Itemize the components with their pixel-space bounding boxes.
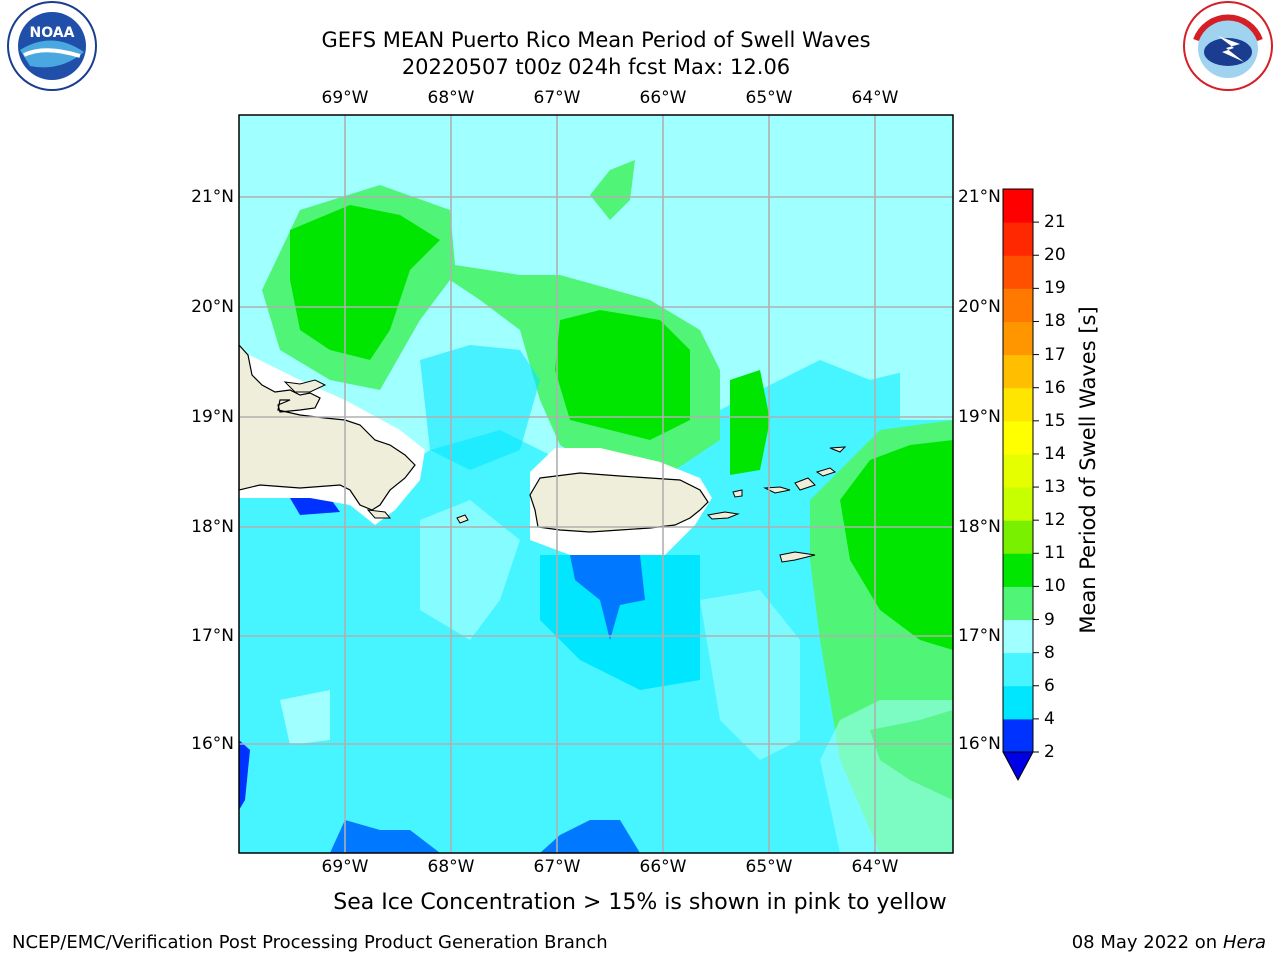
lat-tick-left: 16°N <box>191 734 234 754</box>
lon-tick-bottom: 69°W <box>321 857 369 877</box>
colorbar-segment <box>1003 586 1033 621</box>
lon-tick-top: 68°W <box>427 88 475 108</box>
sea-ice-note: Sea Ice Concentration > 15% is shown in … <box>333 890 947 915</box>
map-frame <box>238 114 954 854</box>
colorbar-tick-label: 11 <box>1044 543 1066 564</box>
colorbar-segment <box>1003 685 1033 720</box>
colorbar-tick-label: 12 <box>1044 510 1066 531</box>
colorbar-segment <box>1003 420 1033 455</box>
colorbar-tick-label: 4 <box>1044 708 1055 729</box>
colorbar-segment <box>1003 321 1033 356</box>
colorbar-tick-label: 6 <box>1044 675 1055 696</box>
colorbar-tick-label: 19 <box>1044 278 1066 299</box>
lon-tick-bottom: 68°W <box>427 857 475 877</box>
colorbar-segment <box>1003 487 1033 521</box>
colorbar <box>1002 188 1039 782</box>
lon-tick-bottom: 66°W <box>639 857 687 877</box>
lat-tick-left: 18°N <box>191 517 234 537</box>
lat-tick-left: 19°N <box>191 407 234 427</box>
lat-tick-left: 17°N <box>191 626 234 646</box>
colorbar-segment <box>1003 255 1033 289</box>
colorbar-segment <box>1003 652 1033 687</box>
lon-tick-bottom: 67°W <box>533 857 581 877</box>
colorbar-tick-label: 20 <box>1044 245 1066 266</box>
lat-tick-right: 16°N <box>958 734 1001 754</box>
swell-period-field <box>239 115 953 853</box>
colorbar-segment <box>1003 354 1033 389</box>
lon-tick-top: 65°W <box>745 88 793 108</box>
colorbar-extend-arrow <box>1002 751 1034 782</box>
colorbar-tick-label: 17 <box>1044 344 1066 365</box>
footer-date-text: 08 May 2022 on <box>1071 932 1218 953</box>
lat-tick-right: 20°N <box>958 297 1001 317</box>
footer-date: 08 May 2022 on Hera <box>1072 932 1266 953</box>
colorbar-segment <box>1003 288 1033 322</box>
footer-machine: Hera <box>1222 932 1266 953</box>
lon-tick-bottom: 64°W <box>851 857 899 877</box>
lon-tick-top: 67°W <box>533 88 581 108</box>
colorbar-tick-label: 9 <box>1044 609 1055 630</box>
colorbar-segment <box>1003 387 1033 422</box>
lon-tick-top: 66°W <box>639 88 687 108</box>
colorbar-tick-label: 14 <box>1044 443 1066 464</box>
chart-title: GEFS MEAN Puerto Rico Mean Period of Swe… <box>321 28 871 52</box>
lat-tick-right: 21°N <box>958 187 1001 207</box>
colorbar-segment <box>1003 619 1033 654</box>
colorbar-label: Mean Period of Swell Waves [s] <box>1076 306 1100 634</box>
lat-tick-left: 21°N <box>191 187 234 207</box>
colorbar-tick-label: 8 <box>1044 642 1055 663</box>
colorbar-tick-label: 10 <box>1044 576 1066 597</box>
colorbar-tick-label: 2 <box>1044 742 1055 762</box>
colorbar-segment <box>1003 453 1033 488</box>
colorbar-tick-label: 18 <box>1044 311 1066 332</box>
chart-subtitle: 20220507 t00z 024h fcst Max: 12.06 <box>401 55 791 79</box>
footer-branch: NCEP/EMC/Verification Post Processing Pr… <box>12 932 608 953</box>
colorbar-segment <box>1003 520 1033 554</box>
lat-tick-left: 20°N <box>191 297 234 317</box>
colorbar-frame <box>1002 188 1034 753</box>
colorbar-tick-label: 13 <box>1044 477 1066 498</box>
colorbar-segment <box>1003 718 1033 753</box>
colorbar-tick-label: 16 <box>1044 377 1066 398</box>
colorbar-segment <box>1003 189 1033 223</box>
colorbar-segment <box>1003 553 1033 587</box>
noaa-logo: NOAA <box>7 1 97 91</box>
nws-logo <box>1183 1 1273 91</box>
lon-tick-bottom: 65°W <box>745 857 793 877</box>
lat-tick-right: 18°N <box>958 517 1001 537</box>
colorbar-tick-label: 21 <box>1044 212 1066 233</box>
lon-tick-top: 69°W <box>321 88 369 108</box>
colorbar-tick-label: 15 <box>1044 410 1066 431</box>
colorbar-segment <box>1003 222 1033 256</box>
lat-tick-right: 17°N <box>958 626 1001 646</box>
noaa-logo-text: NOAA <box>30 25 75 41</box>
lon-tick-top: 64°W <box>851 88 899 108</box>
lat-tick-right: 19°N <box>958 407 1001 427</box>
